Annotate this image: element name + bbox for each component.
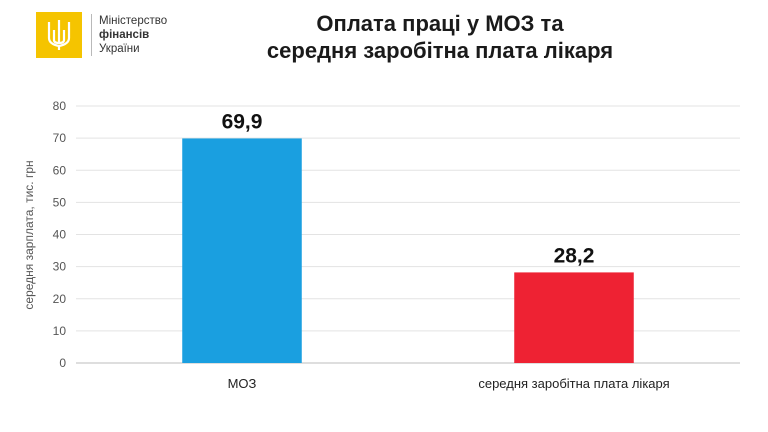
y-tick-label: 80 [53, 99, 67, 113]
y-tick-label: 50 [53, 195, 67, 209]
bar [514, 272, 634, 363]
y-tick-label: 40 [53, 228, 67, 242]
value-labels: 69,9 28,2 [222, 110, 595, 267]
x-category-label: МОЗ [228, 376, 257, 391]
y-tick-label: 10 [53, 324, 67, 338]
ministry-name-line3: України [99, 43, 140, 55]
y-tick-label: 0 [59, 356, 66, 370]
ministry-name-line1: Міністерство [99, 15, 168, 27]
y-tick-label: 20 [53, 292, 67, 306]
y-tick-label: 70 [53, 131, 67, 145]
y-tick-label: 60 [53, 163, 67, 177]
ministry-logo: Міністерство фінансів України [36, 12, 167, 58]
x-category-label: середня заробітна плата лікаря [478, 376, 669, 391]
logo-divider [91, 14, 92, 56]
x-axis-labels: МОЗ середня заробітна плата лікаря [228, 376, 670, 391]
gridlines [76, 105, 740, 364]
ministry-name: Міністерство фінансів України [99, 14, 167, 56]
chart-title-line2: середня заробітна плата лікаря [266, 38, 614, 63]
bar [182, 138, 302, 363]
trident-icon [36, 12, 82, 58]
y-axis-title: середня зарплата, тис. грн [22, 160, 36, 309]
bars [182, 138, 634, 363]
y-tick-label: 30 [53, 260, 67, 274]
value-label: 69,9 [222, 110, 263, 133]
chart-title-line1: Оплата праці у МОЗ та [316, 11, 564, 36]
ministry-name-line2: фінансів [99, 29, 150, 41]
chart-title: Оплата праці у МОЗ та середня заробітна … [180, 10, 700, 64]
value-label: 28,2 [554, 244, 595, 267]
y-axis-ticks: 0 10 20 30 40 50 60 70 80 [53, 99, 67, 370]
